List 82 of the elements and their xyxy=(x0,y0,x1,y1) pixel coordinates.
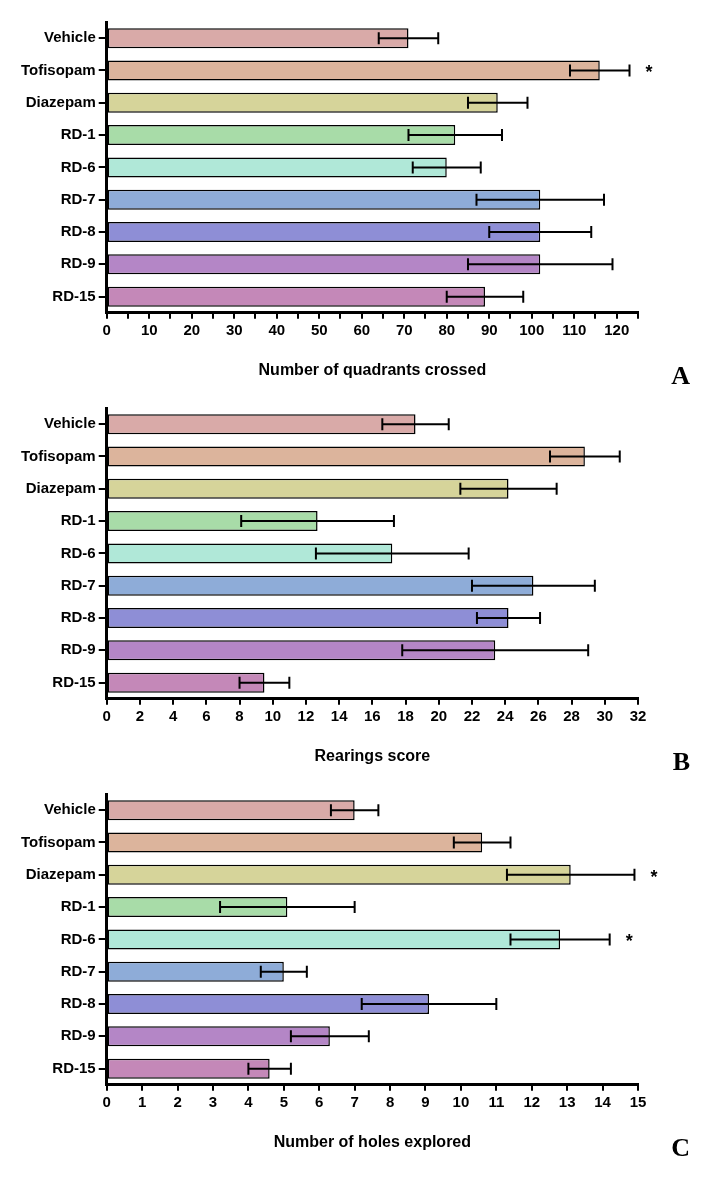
y-tick-label: Tofisopam xyxy=(20,60,96,78)
x-tick-label: 6 xyxy=(315,1092,324,1110)
x-tick-label: 120 xyxy=(604,320,630,338)
x-tick-label: 70 xyxy=(395,320,413,338)
x-axis-title: Number of holes explored xyxy=(273,1132,472,1150)
x-tick-label: 2 xyxy=(173,1092,182,1110)
y-tick-label: RD-6 xyxy=(60,157,96,175)
y-tick-label: RD-15 xyxy=(52,672,96,690)
x-tick-label: 0 xyxy=(102,1092,111,1110)
y-tick-label: RD-9 xyxy=(60,640,96,658)
x-tick-label: 7 xyxy=(350,1092,359,1110)
y-tick-label: RD-6 xyxy=(60,929,96,947)
x-tick-label: 4 xyxy=(168,706,178,724)
y-tick-label: RD-9 xyxy=(60,254,96,272)
x-tick-label: 8 xyxy=(385,1092,395,1110)
y-tick-label: Vehicle xyxy=(44,28,96,46)
y-tick-label: Diazepam xyxy=(25,478,96,496)
x-tick-label: 11 xyxy=(488,1092,505,1110)
y-tick-label: Tofisopam xyxy=(20,832,96,850)
x-axis-title: Rearings score xyxy=(314,746,431,764)
x-tick-label: 20 xyxy=(430,706,448,724)
x-tick-label: 13 xyxy=(558,1092,576,1110)
x-tick-label: 12 xyxy=(297,706,315,724)
x-tick-label: 30 xyxy=(596,706,614,724)
x-tick-label: 100 xyxy=(519,320,545,338)
y-tick-label: RD-15 xyxy=(52,286,96,304)
y-tick-label: RD-1 xyxy=(60,511,96,529)
x-tick-label: 4 xyxy=(244,1092,254,1110)
text: C xyxy=(671,1132,690,1162)
x-tick-label: 14 xyxy=(330,706,349,724)
x-tick-label: 110 xyxy=(562,320,587,338)
y-tick-label: RD-7 xyxy=(60,961,96,979)
x-tick-label: 40 xyxy=(268,320,286,338)
x-tick-label: 90 xyxy=(480,320,498,338)
y-tick-label: Tofisopam xyxy=(20,446,96,464)
text: A xyxy=(671,360,691,390)
x-tick-label: 6 xyxy=(202,706,211,724)
x-tick-label: 22 xyxy=(463,706,481,724)
x-tick-label: 0 xyxy=(102,320,111,338)
y-tick-label: RD-15 xyxy=(52,1058,96,1076)
x-tick-label: 16 xyxy=(364,706,381,724)
x-tick-label: 32 xyxy=(629,706,647,724)
annotation: * xyxy=(625,931,633,952)
x-tick-label: 26 xyxy=(530,706,547,724)
x-tick-label: 10 xyxy=(264,706,282,724)
y-tick-label: Diazepam xyxy=(25,92,96,110)
y-tick-label: RD-8 xyxy=(60,608,96,626)
x-tick-label: 10 xyxy=(140,320,158,338)
x-tick-label: 5 xyxy=(279,1092,288,1110)
text: B xyxy=(672,746,690,776)
x-tick-label: 2 xyxy=(135,706,145,724)
x-axis-title: Number of quadrants crossed xyxy=(258,360,487,378)
y-tick-label: RD-1 xyxy=(60,897,96,915)
y-tick-label: RD-7 xyxy=(60,575,96,593)
x-tick-label: 28 xyxy=(563,706,580,724)
x-tick-label: 30 xyxy=(225,320,243,338)
x-tick-label: 24 xyxy=(496,706,515,724)
x-tick-label: 20 xyxy=(183,320,201,338)
x-tick-label: 60 xyxy=(353,320,371,338)
x-tick-label: 1 xyxy=(137,1092,147,1110)
y-tick-label: Diazepam xyxy=(25,864,96,882)
x-tick-label: 12 xyxy=(523,1092,541,1110)
y-tick-label: RD-6 xyxy=(60,543,96,561)
x-tick-label: 18 xyxy=(397,706,414,724)
y-tick-label: RD-9 xyxy=(60,1026,96,1044)
x-tick-label: 14 xyxy=(594,1092,612,1110)
y-tick-label: RD-8 xyxy=(60,222,96,240)
x-tick-label: 3 xyxy=(208,1092,218,1110)
x-tick-label: 8 xyxy=(235,706,244,724)
y-tick-label: Vehicle xyxy=(44,800,96,818)
x-tick-label: 10 xyxy=(452,1092,470,1110)
y-tick-label: RD-7 xyxy=(60,189,96,207)
x-tick-label: 50 xyxy=(310,320,328,338)
y-tick-label: Vehicle xyxy=(44,414,96,432)
y-tick-label: RD-8 xyxy=(60,994,96,1012)
y-tick-label: RD-1 xyxy=(60,125,96,143)
x-tick-label: 80 xyxy=(438,320,456,338)
annotation: * xyxy=(645,62,653,83)
x-tick-label: 9 xyxy=(421,1092,430,1110)
x-tick-label: 15 xyxy=(629,1092,647,1110)
annotation: * xyxy=(650,866,658,887)
x-tick-label: 0 xyxy=(102,706,111,724)
